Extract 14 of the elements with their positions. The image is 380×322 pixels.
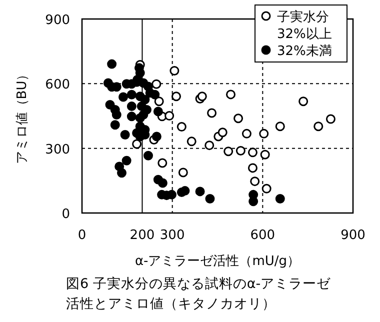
x-tick-label: 0 (78, 228, 86, 243)
x-tick-label: 900 (340, 228, 366, 243)
y-tick-label: 0 (62, 207, 70, 222)
x-tick-label: 600 (250, 228, 276, 243)
text: 図6 子実水分の異なる試料のα-アミラーゼ活性とアミロ値（キタノカオリ） (66, 275, 332, 314)
x-tick-label: 200 (130, 228, 155, 243)
y-tick-label: 600 (45, 78, 70, 93)
y-axis-title: アミロ値（BU） (15, 68, 30, 164)
legend-label: 子実水分 32%以上 (277, 9, 332, 42)
x-axis-title: α-アミラーゼ活性（mU/g） (134, 254, 300, 269)
x-tick-label: 300 (160, 228, 185, 243)
y-tick-label: 900 (45, 13, 70, 28)
y-tick-label: 300 (45, 142, 70, 158)
legend-label: 32%未満 (277, 44, 332, 59)
